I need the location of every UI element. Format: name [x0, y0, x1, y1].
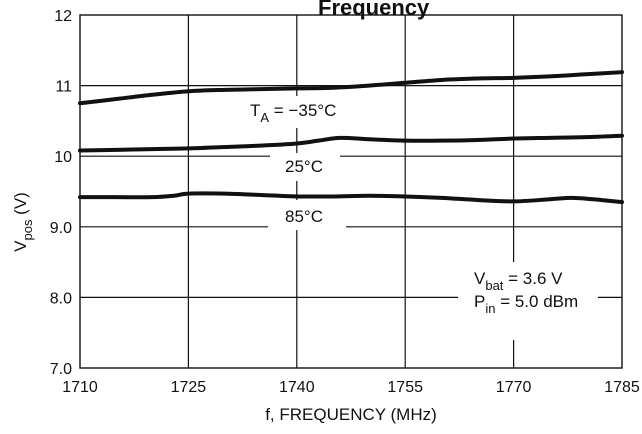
x-tick-label: 1755	[387, 379, 423, 396]
x-tick-label: 1785	[604, 379, 640, 396]
y-tick-labels: 7.0 8.0 9.0 10 11 12	[50, 8, 72, 378]
x-tick-labels: 1710 1725 1740 1755 1770 1785	[62, 379, 640, 396]
series-line-0	[78, 70, 624, 106]
y-tick-label: 8.0	[50, 290, 72, 307]
ta-label-bg	[236, 96, 360, 128]
conditions-label-bg	[458, 262, 598, 340]
x-tick-label: 1770	[496, 379, 532, 396]
grid	[79, 14, 623, 369]
y-axis-label: Vpos (V)	[11, 192, 35, 252]
y-tick-label: 10	[54, 149, 72, 166]
x-tick-label: 1725	[171, 379, 207, 396]
t25-label: 25°C	[285, 157, 323, 176]
plot-frame	[79, 14, 623, 369]
x-tick-label: 1740	[279, 379, 315, 396]
series-line-1	[78, 133, 624, 153]
chart-title: Frequency	[318, 0, 430, 20]
x-tick-label: 1710	[62, 379, 98, 396]
series-group	[78, 70, 624, 205]
y-tick-label: 7.0	[50, 361, 72, 378]
series-line-2	[78, 191, 624, 205]
pin-label: Pin = 5.0 dBm	[474, 292, 578, 316]
t85-label-bg	[268, 200, 346, 230]
annotations: TA = −35°C 25°C 85°C Vbat = 3.6 V Pin = …	[236, 96, 598, 340]
vbat-label: Vbat = 3.6 V	[474, 269, 563, 293]
y-tick-label: 12	[54, 8, 72, 25]
t25-label-bg	[270, 153, 340, 181]
y-tick-label: 9.0	[50, 220, 72, 237]
y-tick-label: 11	[55, 79, 72, 96]
t85-label: 85°C	[285, 207, 323, 226]
x-axis-label: f, FREQUENCY (MHz)	[265, 405, 437, 424]
ta-label: TA = −35°C	[250, 101, 336, 125]
